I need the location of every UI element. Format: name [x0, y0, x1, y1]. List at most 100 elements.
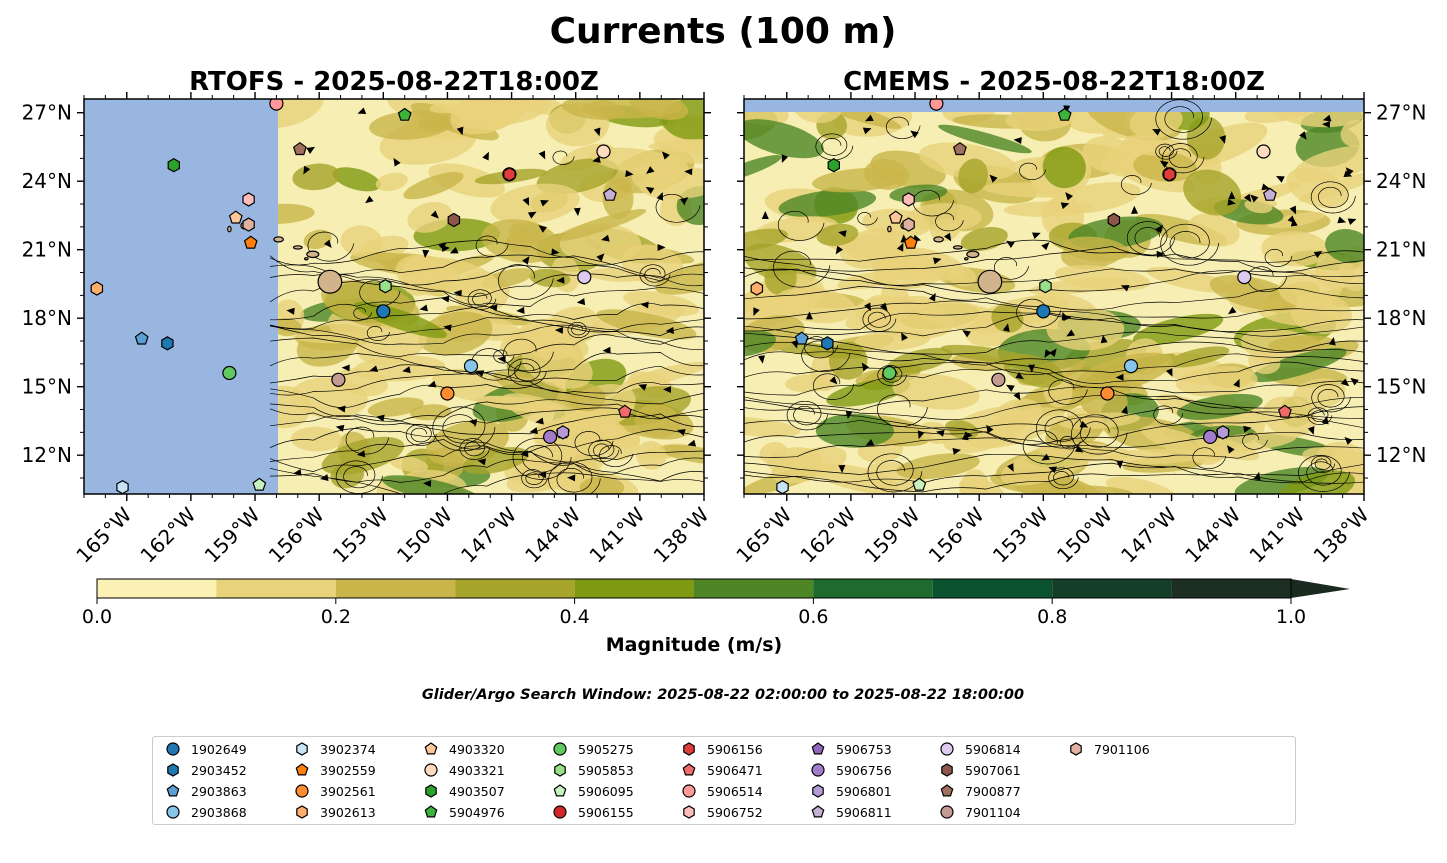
float-legend: 1902649 2903452 2903863 2903868 3902374 39025… — [152, 736, 1296, 825]
float-marker-5905853[interactable] — [379, 279, 392, 294]
float-marker-5906095[interactable] — [252, 477, 267, 491]
panel-cmems-lat-axis: 12°N 15°N 18°N 21°N 24°N 27°N — [737, 101, 1426, 479]
legend-marker-icon — [424, 763, 438, 777]
legend-entry-3902613: 3902613 — [294, 802, 376, 822]
float-marker-5905853[interactable] — [1039, 279, 1052, 294]
float-marker-5906801[interactable] — [556, 425, 570, 440]
colorbar-segment — [574, 579, 694, 598]
float-marker-7900877[interactable] — [952, 141, 967, 156]
float-marker-5906814[interactable] — [1237, 270, 1252, 285]
float-marker-2903868[interactable] — [463, 359, 479, 374]
colorbar-segment — [813, 579, 933, 598]
lon-tick-label: 138°W — [649, 502, 714, 567]
float-marker-5906814[interactable] — [577, 270, 592, 285]
float-marker-5906756[interactable] — [542, 429, 558, 444]
float-marker-3902559[interactable] — [903, 235, 918, 249]
colorbar-extend-arrow — [1291, 579, 1350, 598]
float-marker-5906752[interactable] — [242, 192, 255, 207]
float-marker-5904976[interactable] — [397, 107, 412, 121]
float-marker-5904976[interactable] — [1057, 107, 1072, 121]
float-marker-1902649[interactable] — [1036, 304, 1051, 319]
lon-tick-label: 144°W — [1180, 502, 1245, 567]
float-marker-7901104[interactable] — [991, 372, 1006, 387]
float-marker-4903320[interactable] — [888, 210, 903, 224]
float-marker-5905275[interactable] — [222, 365, 237, 381]
legend-marker-icon — [940, 784, 954, 797]
panel-rtofs-float-markers[interactable] — [90, 97, 632, 494]
legend-entry-5905853: 5905853 — [552, 760, 634, 780]
legend-label: 5906156 — [707, 741, 763, 757]
float-marker-3902561[interactable] — [1100, 386, 1115, 401]
float-marker-2903452[interactable] — [161, 336, 174, 351]
lon-tick-label: 147°W — [1116, 502, 1181, 567]
float-marker-7901106[interactable] — [902, 217, 915, 232]
colorbar-segment — [694, 579, 814, 598]
legend-label: 5906756 — [836, 762, 892, 778]
lat-tick-label: 15°N — [1376, 375, 1426, 399]
legend-label: 2903863 — [191, 783, 247, 799]
float-marker-5906471[interactable] — [617, 404, 632, 418]
legend-entry-3902561: 3902561 — [294, 781, 376, 801]
colorbar-segment — [455, 579, 575, 598]
float-marker-5907061[interactable] — [447, 212, 461, 228]
float-marker-5906095[interactable] — [912, 477, 927, 491]
legend-entry-3902559: 3902559 — [294, 760, 376, 780]
legend-marker-icon — [683, 805, 695, 819]
float-marker-7901104[interactable] — [331, 372, 346, 387]
legend-entry-7901106: 7901106 — [1068, 739, 1150, 759]
float-marker-3902559[interactable] — [243, 235, 258, 249]
float-marker-5906156[interactable] — [1163, 167, 1176, 182]
legend-marker-icon — [295, 763, 309, 776]
float-marker-3902561[interactable] — [440, 386, 455, 401]
float-marker-5906514[interactable] — [929, 97, 944, 111]
legend-marker-icon — [553, 805, 567, 819]
float-marker-3902374[interactable] — [116, 480, 129, 494]
float-marker-4903507[interactable] — [167, 158, 180, 173]
panel-cmems-float-markers[interactable] — [750, 97, 1292, 494]
panel-rtofs-streamlines — [269, 107, 704, 494]
colorbar-segments — [97, 579, 1291, 598]
float-marker-5906156[interactable] — [503, 167, 516, 182]
float-marker-1902649[interactable] — [376, 304, 391, 319]
float-marker-5906756[interactable] — [1202, 429, 1218, 444]
lat-tick-label: 27°N — [1376, 101, 1426, 125]
legend-label: 5906155 — [578, 804, 634, 820]
float-marker-2903863[interactable] — [134, 331, 149, 345]
legend-label: 4903507 — [449, 783, 505, 799]
float-marker-2903863[interactable] — [794, 331, 809, 345]
float-marker-5906752[interactable] — [902, 192, 915, 207]
float-marker-5905275[interactable] — [882, 365, 897, 381]
colorbar-tick-label: 0.2 — [321, 606, 351, 628]
float-marker-3902613[interactable] — [90, 281, 104, 296]
float-marker-5906811[interactable] — [1262, 187, 1277, 201]
float-marker-5906801[interactable] — [1216, 425, 1230, 440]
lon-tick-label: 153°W — [988, 502, 1053, 567]
float-marker-4903507[interactable] — [827, 158, 841, 173]
float-marker-4903321[interactable] — [596, 144, 611, 159]
legend-entry-4903507: 4903507 — [423, 781, 505, 801]
float-marker-5906471[interactable] — [1277, 404, 1292, 418]
float-marker-2903868[interactable] — [1123, 359, 1139, 374]
panel-rtofs-magnitude-field — [248, 99, 704, 494]
legend-marker-icon — [424, 805, 438, 818]
legend-entry-2903452: 2903452 — [165, 760, 247, 780]
float-marker-4903320[interactable] — [228, 210, 243, 224]
legend-marker-icon — [940, 805, 954, 819]
float-marker-5906811[interactable] — [602, 187, 617, 201]
float-marker-4903321[interactable] — [1256, 144, 1271, 159]
float-marker-7900877[interactable] — [292, 141, 307, 156]
float-marker-5907061[interactable] — [1107, 212, 1121, 228]
legend-marker-icon — [553, 784, 567, 797]
float-marker-2903452[interactable] — [821, 336, 834, 351]
float-marker-3902613[interactable] — [750, 281, 764, 296]
legend-entry-5906156: 5906156 — [681, 739, 763, 759]
legend-marker-icon — [166, 742, 180, 756]
legend-entry-7901104: 7901104 — [939, 802, 1021, 822]
lat-tick-label: 18°N — [22, 306, 72, 330]
float-marker-7901106[interactable] — [242, 217, 255, 232]
legend-entry-5906514: 5906514 — [681, 781, 763, 801]
float-marker-5906514[interactable] — [269, 97, 284, 111]
float-marker-3902374[interactable] — [776, 480, 789, 494]
panel-rtofs-hawaiian-islands — [227, 221, 343, 294]
